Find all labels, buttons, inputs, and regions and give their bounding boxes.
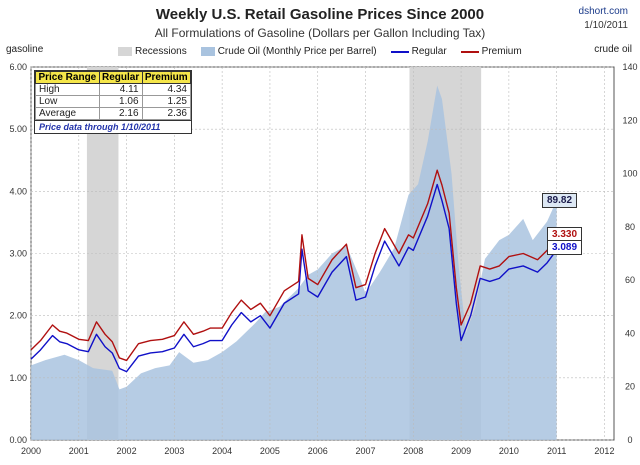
y2-tick-label: 20 — [625, 382, 635, 392]
y-tick-label: 4.00 — [9, 186, 27, 196]
price-range-table: Price Range Regular Premium High 4.11 4.… — [34, 70, 192, 134]
table-cell: 1.25 — [141, 95, 192, 108]
legend-regular-label: Regular — [411, 46, 447, 57]
legend-premium-label: Premium — [481, 46, 522, 57]
x-tick-label: 2008 — [403, 446, 423, 456]
table-row: High 4.11 4.34 — [35, 83, 192, 96]
y2-tick-label: 60 — [625, 275, 635, 285]
y-axis-label-right: crude oil — [594, 44, 632, 55]
y2-tick-label: 40 — [625, 328, 635, 338]
table-cell: High — [35, 83, 100, 96]
chart-title: Weekly U.S. Retail Gasoline Prices Since… — [155, 6, 485, 23]
legend-crude-label: Crude Oil (Monthly Price per Barrel) — [217, 46, 377, 57]
x-tick-label: 2004 — [212, 446, 232, 456]
x-tick-label: 2012 — [594, 446, 614, 456]
chart-subtitle: All Formulations of Gasoline (Dollars pe… — [154, 26, 486, 40]
x-tick-label: 2005 — [260, 446, 280, 456]
x-tick-label: 2007 — [355, 446, 375, 456]
x-tick-label: 2002 — [117, 446, 137, 456]
regular-line — [30, 183, 559, 373]
legend-recessions-label: Recessions — [135, 46, 187, 57]
gridlines — [30, 66, 614, 441]
table-cell: Average — [35, 107, 100, 120]
legend-crude: Crude Oil (Monthly Price per Barrel) — [200, 46, 377, 57]
y2-tick-label: 140 — [622, 62, 637, 72]
y-tick-label: 6.00 — [9, 62, 27, 72]
premium-line-icon — [460, 50, 479, 53]
regular-line-icon — [390, 50, 409, 53]
crude-swatch-icon — [200, 47, 215, 56]
y2-tick-label: 120 — [622, 115, 637, 125]
table-header: Regular — [98, 71, 143, 84]
legend-recessions: Recessions — [118, 46, 187, 57]
y-tick-label: 2.00 — [9, 311, 27, 321]
crude-oil-series — [31, 85, 557, 441]
y-axis-label-left: gasoline — [6, 44, 44, 55]
y-tick-label: 1.00 — [9, 373, 27, 383]
table-cell: 2.36 — [141, 107, 192, 120]
x-tick-label: 2009 — [451, 446, 471, 456]
x-tick-label: 2001 — [69, 446, 89, 456]
table-cell: Low — [35, 95, 100, 108]
y2-tick-label: 0 — [627, 435, 632, 445]
y2-tick-label: 80 — [625, 222, 635, 232]
table-header: Premium — [141, 71, 192, 84]
gasoline-series — [30, 169, 559, 373]
table-cell: 4.34 — [141, 83, 192, 96]
x-tick-label: 2011 — [547, 446, 566, 456]
x-tick-label: 2003 — [164, 446, 184, 456]
table-header: Price Range — [35, 71, 100, 84]
recession-swatch-icon — [118, 47, 132, 56]
y-tick-label: 5.00 — [9, 124, 27, 134]
table-note: Price data through 1/10/2011 — [35, 120, 191, 133]
y-tick-label: 0.00 — [9, 435, 27, 445]
table-row: Low 1.06 1.25 — [35, 95, 192, 108]
y-tick-label: 3.00 — [9, 249, 27, 259]
regular-callout: 3.089 — [547, 240, 583, 255]
crude-oil-area — [31, 85, 557, 441]
table-header-row: Price Range Regular Premium — [35, 71, 192, 84]
y2-tick-label: 100 — [622, 169, 637, 179]
x-tick-label: 2010 — [499, 446, 519, 456]
x-tick-label: 2006 — [308, 446, 328, 456]
x-tick-label: 2000 — [21, 446, 41, 456]
crude-callout: 89.82 — [542, 193, 578, 208]
legend: Recessions Crude Oil (Monthly Price per … — [118, 46, 530, 57]
date-label: 1/10/2011 — [584, 20, 628, 31]
legend-regular: Regular — [390, 46, 447, 57]
legend-premium: Premium — [460, 46, 522, 57]
table-cell: 2.16 — [98, 107, 143, 120]
source-label: dshort.com — [578, 6, 628, 17]
premium-line — [30, 169, 559, 362]
table-cell: 4.11 — [98, 83, 143, 96]
table-cell: 1.06 — [98, 95, 143, 108]
axes: 0.00 1.00 2.00 3.00 4.00 5.00 6.00 0 20 40 60 80 100… — [9, 62, 637, 456]
table-row: Average 2.16 2.36 — [35, 107, 192, 120]
